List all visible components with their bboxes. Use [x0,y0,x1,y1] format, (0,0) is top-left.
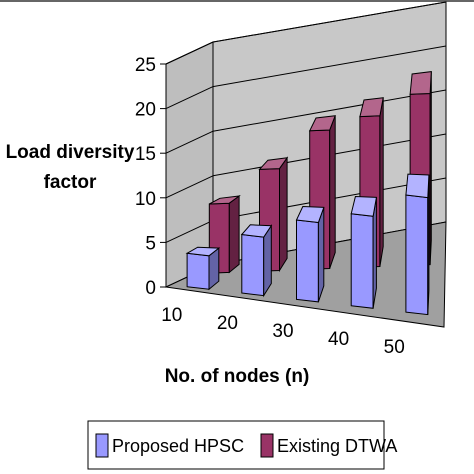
bars [185,71,432,316]
y-tick-label: 0 [145,278,156,299]
x-axis-title: No. of nodes (n) [165,366,310,387]
bar-0-2 [295,205,325,303]
y-tick-label: 15 [135,144,156,165]
gridline [212,1,447,43]
bar-0-3 [350,195,377,309]
y-axis-title-line-1: Load diversity [6,142,135,163]
gridline-side [165,219,214,243]
gridline-side [165,130,214,154]
gridline-side [165,86,214,110]
x-tick-label: 10 [161,305,182,326]
x-tick-label: 20 [217,313,238,334]
gridline [212,89,447,132]
x-tick-label: 30 [272,321,293,342]
y-tick-label: 5 [145,233,156,254]
y-axis-title-line-2: factor [44,172,97,193]
bar-1-2 [308,115,336,270]
gridline-side [165,41,214,65]
legend-label-series-1: Existing DTWA [277,436,397,456]
bar-0-0 [185,246,221,291]
y-tick-label: 10 [135,189,156,210]
y-tick-labels: 0 5 10 15 20 25 [135,55,156,299]
gridline [212,45,447,88]
legend: Proposed HPSC Existing DTWA [87,420,397,470]
legend-swatch-series-0 [95,433,109,458]
y-tick-label: 20 [135,100,156,121]
x-tick-labels: 10 20 30 40 50 [161,305,405,358]
y-tick-label: 25 [135,55,156,76]
bar-0-1 [240,224,273,298]
x-tick-label: 50 [384,337,405,358]
legend-frame [87,420,385,470]
gridline-side [165,175,214,199]
legend-label-series-0: Proposed HPSC [112,436,244,456]
legend-swatch-series-1 [260,433,274,458]
x-tick-label: 40 [328,329,349,350]
bar-0-4 [405,173,430,316]
